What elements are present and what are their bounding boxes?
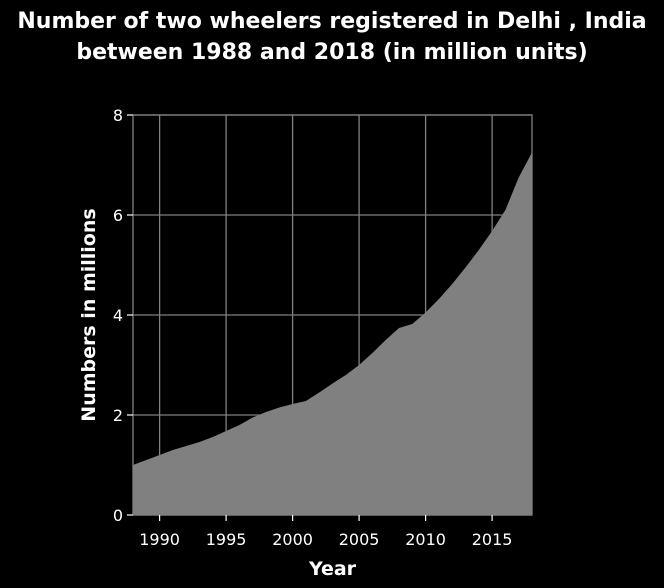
area-series: [133, 152, 532, 515]
x-tick-label: 1995: [206, 530, 247, 549]
x-tick-label: 2010: [405, 530, 446, 549]
y-tick-label: 2: [113, 406, 123, 425]
y-tick-label: 4: [113, 306, 123, 325]
x-axis-label: Year: [308, 558, 357, 580]
y-tick-labels: 0 2 4 6 8: [113, 106, 133, 525]
x-tick-label: 2005: [339, 530, 380, 549]
y-axis-label: Numbers in millions: [78, 208, 100, 421]
x-tick-labels: 1990 1995 2000 2005 2010 2015: [139, 515, 512, 549]
x-tick-label: 2000: [272, 530, 313, 549]
chart-title: Number of two wheelers registered in Del…: [17, 9, 647, 65]
x-tick-label: 1990: [139, 530, 180, 549]
y-tick-label: 8: [113, 106, 123, 125]
x-tick-label: 2015: [472, 530, 513, 549]
y-tick-label: 6: [113, 206, 123, 225]
y-tick-label: 0: [113, 506, 123, 525]
